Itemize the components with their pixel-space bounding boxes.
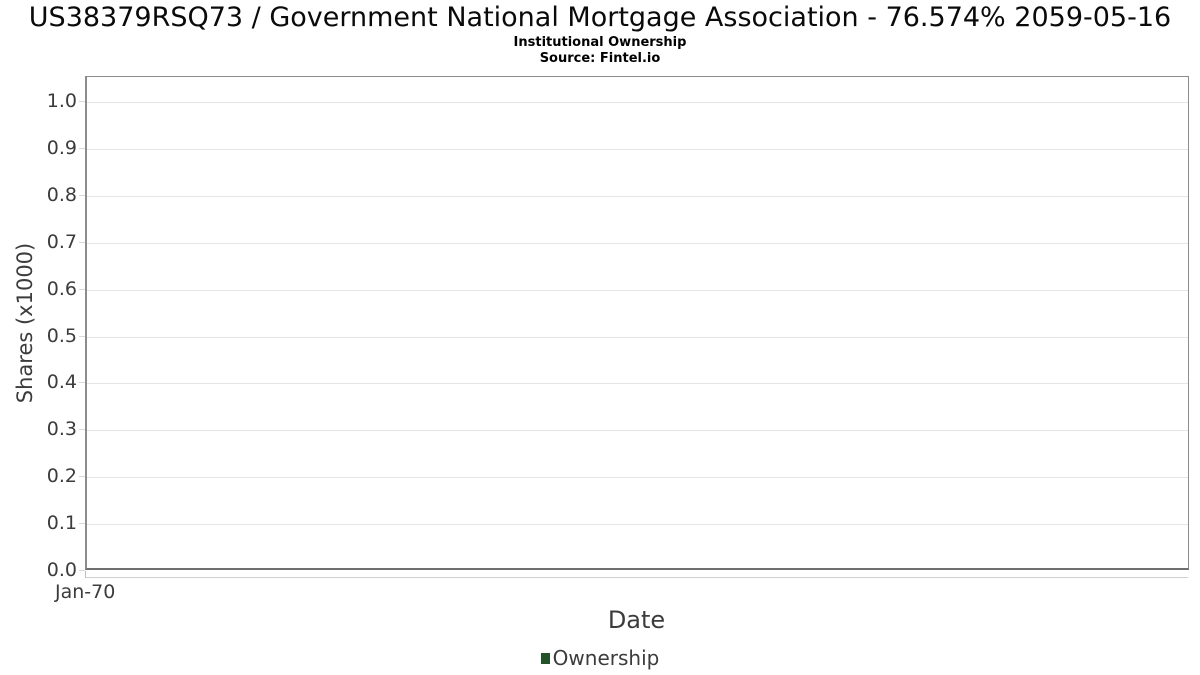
y-tick-label: 0.1: [46, 512, 77, 535]
y-tick-mark: [79, 570, 85, 571]
x-axis-line: [85, 577, 1188, 578]
gridline: [87, 524, 1188, 526]
legend-marker: [540, 653, 550, 664]
y-tick-mark: [79, 241, 85, 243]
chart-subtitle: Institutional Ownership: [513, 35, 687, 50]
y-tick-label: 0.7: [46, 230, 77, 253]
y-tick-mark: [79, 523, 85, 525]
y-tick-label: 0.5: [46, 324, 77, 347]
x-axis-title: Date: [607, 606, 666, 634]
legend-label: Ownership: [552, 646, 660, 670]
chart-source-credit: Source: Fintel.io: [539, 51, 661, 66]
gridline: [87, 195, 1188, 197]
y-tick-mark: [79, 147, 85, 149]
y-tick-mark: [79, 429, 85, 431]
gridline: [87, 477, 1188, 479]
gridline: [87, 336, 1188, 338]
gridline: [87, 383, 1188, 385]
legend: Ownership: [0, 646, 1200, 670]
y-tick-label: 1.0: [46, 90, 77, 112]
y-tick-mark: [79, 194, 85, 196]
y-tick-mark: [79, 382, 85, 384]
y-tick-label: 0.2: [46, 465, 77, 488]
gridline: [87, 242, 1188, 244]
gridline: [87, 102, 1188, 103]
chart-title: US38379RSQ73 / Government National Mortg…: [28, 2, 1172, 33]
plot-area: [85, 76, 1189, 570]
gridline: [87, 430, 1188, 432]
y-tick-label: 0.6: [46, 277, 77, 300]
x-tick-mark: [85, 571, 86, 578]
y-tick-label: 0.4: [46, 371, 77, 394]
y-tick-label: 0.9: [46, 136, 77, 159]
gridline: [87, 148, 1188, 150]
y-tick-label: 0.8: [46, 183, 77, 206]
y-tick-label: 0.3: [46, 418, 77, 441]
y-tick-mark: [79, 335, 85, 337]
x-tick-label: Jan-70: [55, 581, 116, 603]
y-tick-label: 0.0: [46, 559, 77, 581]
y-tick-mark: [79, 288, 85, 290]
y-tick-mark: [79, 476, 85, 478]
y-tick-mark: [79, 101, 85, 102]
gridline: [87, 289, 1188, 291]
